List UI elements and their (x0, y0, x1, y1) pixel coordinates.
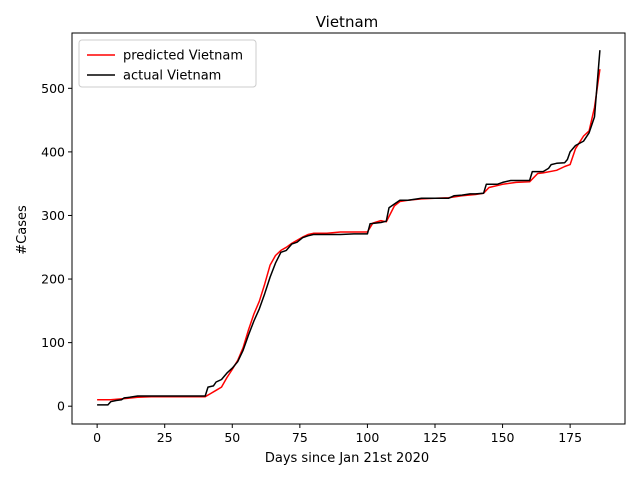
legend-label-predicted: predicted Vietnam (123, 49, 243, 64)
y-axis-label: #Cases (15, 205, 30, 255)
x-tick-label: 100 (355, 430, 379, 445)
y-tick-label: 0 (57, 399, 65, 414)
x-tick-label: 175 (558, 430, 582, 445)
x-tick-label: 25 (157, 430, 173, 445)
y-tick-label: 300 (41, 208, 65, 223)
x-axis-label: Days since Jan 21st 2020 (265, 451, 429, 466)
x-tick-label: 0 (93, 430, 101, 445)
y-tick-label: 500 (41, 81, 65, 96)
series-line-predicted (97, 69, 601, 401)
x-tick-label: 50 (224, 430, 240, 445)
series-line-actual (97, 50, 601, 406)
y-tick-label: 200 (41, 272, 65, 287)
y-tick-label: 400 (41, 144, 65, 159)
plot-frame (71, 32, 626, 425)
y-tick-label: 100 (41, 335, 65, 350)
chart-title: Vietnam (316, 13, 379, 31)
x-tick-label: 150 (491, 430, 515, 445)
x-tick-label: 125 (423, 430, 447, 445)
legend: predicted Vietnam actual Vietnam (78, 39, 257, 88)
legend-label-actual: actual Vietnam (123, 69, 221, 84)
legend-box (78, 39, 257, 88)
x-tick-label: 75 (292, 430, 308, 445)
